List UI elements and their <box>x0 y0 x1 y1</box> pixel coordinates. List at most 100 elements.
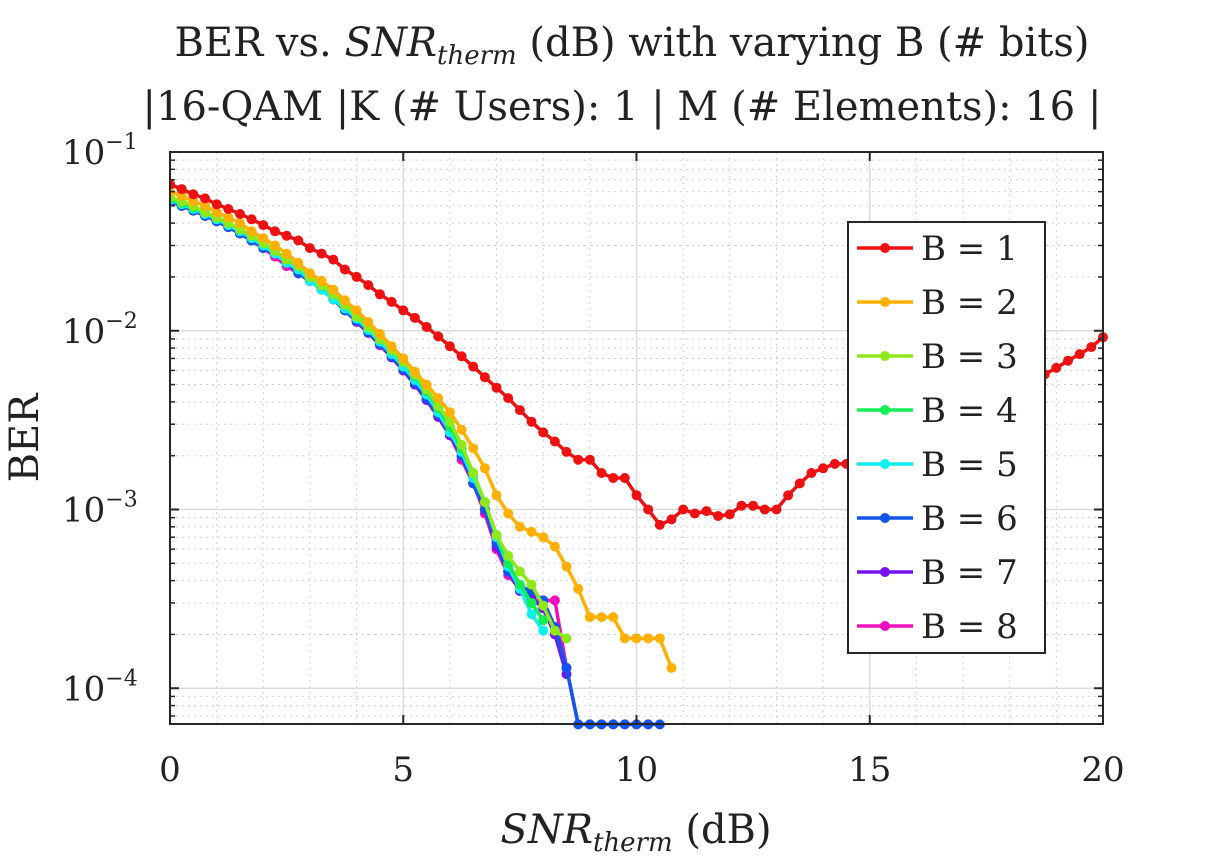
data-point <box>1051 362 1062 373</box>
data-point <box>829 458 840 469</box>
data-point <box>794 478 805 489</box>
legend-swatch-marker <box>880 243 890 253</box>
data-point <box>328 284 339 295</box>
data-point <box>503 393 514 404</box>
data-point <box>258 233 269 244</box>
data-point <box>724 509 735 520</box>
legend-item-4: B = 4 <box>857 391 1018 431</box>
data-point <box>258 220 269 231</box>
data-point <box>176 184 187 195</box>
data-point <box>514 405 525 416</box>
legend-label: B = 5 <box>921 445 1018 485</box>
legend-label: B = 3 <box>921 337 1018 377</box>
data-point <box>1074 349 1085 360</box>
x-axis-label: SNRtherm (dB) <box>500 807 771 858</box>
data-point <box>549 595 560 606</box>
data-point <box>409 366 420 377</box>
legend-item-2: B = 2 <box>857 283 1018 323</box>
y-tick-label: 10−4 <box>62 666 138 709</box>
data-point <box>526 579 537 590</box>
y-axis-label: BER <box>2 392 48 483</box>
data-point <box>433 331 444 342</box>
legend-label: B = 8 <box>921 607 1018 647</box>
data-point <box>304 268 315 279</box>
data-point <box>666 514 677 525</box>
data-point <box>386 296 397 307</box>
data-point <box>293 257 304 268</box>
data-point <box>643 633 654 644</box>
data-point <box>316 275 327 286</box>
data-point <box>678 504 689 515</box>
data-point <box>211 199 222 210</box>
data-point <box>538 615 549 626</box>
data-point <box>444 416 455 427</box>
data-point <box>491 530 502 540</box>
legend-item-3: B = 3 <box>857 337 1018 377</box>
data-point <box>339 264 350 275</box>
legend-item-1: B = 1 <box>857 229 1018 269</box>
data-point <box>339 295 350 306</box>
data-point <box>584 612 595 623</box>
data-point <box>491 382 502 393</box>
legend-swatch-marker <box>880 351 890 361</box>
data-point <box>270 240 280 251</box>
data-point <box>503 550 514 561</box>
data-point <box>573 583 584 594</box>
data-point <box>689 508 700 519</box>
data-point <box>363 317 374 327</box>
data-point <box>211 207 222 218</box>
legend-item-8: B = 8 <box>857 607 1018 647</box>
data-point <box>468 443 479 454</box>
chart-title-line-1: BER vs. SNRtherm (dB) with varying B (# … <box>175 20 1090 71</box>
data-point <box>514 566 525 577</box>
x-tick-label: 10 <box>615 750 658 790</box>
data-point <box>200 200 210 211</box>
y-tick-label: 10−3 <box>62 488 138 531</box>
legend-box <box>847 221 1046 654</box>
legend-label: B = 7 <box>921 553 1018 593</box>
legend-item-5: B = 5 <box>857 445 1018 485</box>
data-point <box>398 305 409 316</box>
legend-swatch-marker <box>880 405 890 415</box>
legend-label: B = 1 <box>921 229 1018 269</box>
data-point <box>479 372 490 383</box>
legend-label: B = 2 <box>921 283 1018 323</box>
data-point <box>421 322 432 332</box>
data-point <box>619 473 630 483</box>
data-point <box>351 271 362 282</box>
data-point <box>806 468 817 478</box>
data-point <box>456 439 467 450</box>
data-point <box>748 500 759 511</box>
data-point <box>386 341 397 352</box>
data-point <box>409 312 420 323</box>
data-point <box>526 526 537 537</box>
data-point <box>713 511 724 521</box>
data-point <box>643 504 654 515</box>
data-point <box>549 625 560 636</box>
data-point <box>818 463 829 474</box>
data-point <box>444 341 455 352</box>
data-point <box>200 193 210 204</box>
data-point <box>246 226 257 237</box>
data-point <box>304 243 315 254</box>
data-point <box>596 468 607 478</box>
data-point <box>619 633 630 644</box>
chart-title-line-2: |16-QAM |K (# Users): 1 | M (# Elements)… <box>143 84 1102 130</box>
data-point <box>561 633 572 644</box>
x-tick-label: 5 <box>392 750 414 790</box>
legend-label: B = 6 <box>921 499 1018 539</box>
data-point <box>736 500 747 511</box>
data-point <box>538 427 549 438</box>
data-point <box>235 218 245 229</box>
data-point <box>281 230 292 241</box>
data-point <box>526 598 537 608</box>
data-point <box>293 235 304 246</box>
data-point <box>170 179 175 190</box>
data-point <box>654 519 665 530</box>
data-point <box>1063 355 1073 366</box>
data-point <box>456 424 467 435</box>
legend-swatch-marker <box>880 459 890 469</box>
legend: B = 1 B = 2 B = 3 B = 4 B = 5 B = 6 B = 7 B = 8 <box>847 221 1046 654</box>
